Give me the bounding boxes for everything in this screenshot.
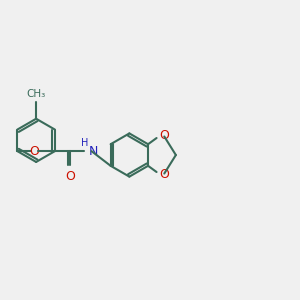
Text: CH₃: CH₃ — [26, 89, 46, 99]
Text: O: O — [29, 145, 39, 158]
Text: O: O — [160, 129, 170, 142]
Text: H: H — [81, 138, 88, 148]
Text: O: O — [65, 170, 75, 183]
Text: O: O — [160, 168, 170, 181]
Text: N: N — [88, 145, 98, 158]
